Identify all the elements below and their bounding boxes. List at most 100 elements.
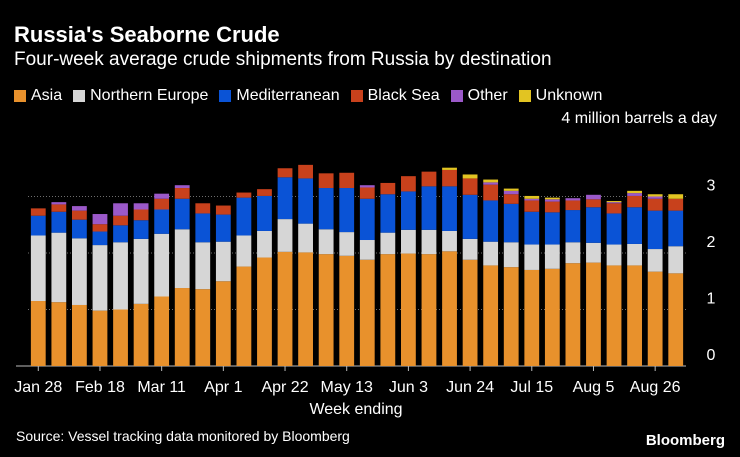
bar-segment-asia bbox=[421, 254, 437, 366]
x-tick-label: Jun 24 bbox=[446, 379, 494, 396]
bar-segment-asia bbox=[318, 254, 334, 366]
source-note: Source: Vessel tracking data monitored b… bbox=[16, 428, 350, 444]
bar-segment-unknown bbox=[627, 190, 642, 194]
x-tick-label: Jun 3 bbox=[389, 379, 428, 396]
bar-segment-black-sea bbox=[606, 203, 622, 214]
bar-segment-mediterranean bbox=[627, 207, 642, 244]
bar-segment-other bbox=[113, 203, 128, 216]
bar-segment-mediterranean bbox=[30, 215, 46, 236]
bar-stack bbox=[668, 194, 684, 366]
legend-label-northern-europe: Northern Europe bbox=[90, 87, 209, 104]
bar-segment-black-sea bbox=[627, 195, 642, 208]
x-axis-label: Week ending bbox=[309, 401, 402, 418]
bar-segment-northern-europe bbox=[113, 242, 128, 310]
legend-label-unknown: Unknown bbox=[535, 87, 603, 104]
bar-stack bbox=[627, 190, 642, 366]
bar-stack bbox=[565, 198, 581, 366]
bar-segment-asia bbox=[647, 271, 663, 366]
bar-segment-other bbox=[647, 196, 663, 199]
bar-segment-black-sea bbox=[257, 189, 272, 196]
bar-segment-mediterranean bbox=[544, 212, 560, 245]
bar-segment-other bbox=[524, 198, 540, 201]
bar-segment-northern-europe bbox=[359, 240, 375, 260]
x-tick-label: Aug 26 bbox=[630, 379, 681, 396]
bar-stack bbox=[503, 188, 519, 367]
bar-segment-northern-europe bbox=[72, 238, 87, 305]
legend-swatch-northern-europe bbox=[73, 90, 86, 102]
bar-segment-black-sea bbox=[544, 201, 560, 213]
bar-segment-northern-europe bbox=[380, 232, 396, 255]
bar-segment-other bbox=[359, 185, 375, 188]
bar-segment-mediterranean bbox=[72, 219, 87, 239]
bar-segment-black-sea bbox=[359, 187, 375, 199]
bar-segment-northern-europe bbox=[215, 241, 231, 282]
bar-segment-asia bbox=[92, 310, 108, 366]
bar-segment-northern-europe bbox=[257, 230, 272, 258]
bar-segment-unknown bbox=[544, 197, 560, 200]
bar-segment-other bbox=[72, 206, 87, 211]
bar-segment-black-sea bbox=[318, 173, 334, 189]
bar-stack bbox=[72, 206, 87, 366]
y-tick-label: 0 bbox=[707, 347, 716, 364]
bar-segment-other bbox=[503, 190, 519, 195]
bar-segment-black-sea bbox=[72, 210, 87, 220]
bar-segment-mediterranean bbox=[257, 195, 272, 231]
bar-segment-northern-europe bbox=[565, 242, 581, 264]
bar-segment-asia bbox=[586, 262, 601, 366]
bar-segment-asia bbox=[154, 296, 170, 366]
bar-segment-mediterranean bbox=[565, 210, 581, 243]
bar-segment-black-sea bbox=[503, 194, 519, 204]
bar-stack bbox=[647, 194, 663, 366]
bar-stack bbox=[51, 202, 67, 366]
y-tick-label: 3 bbox=[707, 178, 716, 195]
x-tick-label: Apr 22 bbox=[261, 379, 308, 396]
bar-segment-unknown bbox=[462, 174, 478, 179]
bar-stack bbox=[586, 194, 601, 366]
bar-stack bbox=[544, 197, 560, 366]
bar-segment-other bbox=[627, 193, 642, 196]
bar-segment-asia bbox=[503, 267, 519, 367]
legend-item-asia: Asia bbox=[14, 87, 62, 105]
bar-stack bbox=[154, 193, 170, 366]
bar-segment-black-sea bbox=[113, 215, 128, 226]
bar-segment-northern-europe bbox=[277, 219, 293, 252]
legend-swatch-unknown bbox=[518, 90, 531, 102]
bar-stack bbox=[215, 205, 231, 366]
bar-segment-black-sea bbox=[277, 168, 293, 178]
bar-segment-asia bbox=[298, 252, 313, 366]
bar-segment-mediterranean bbox=[339, 188, 355, 233]
bar-stack bbox=[30, 208, 46, 366]
bar-stack bbox=[421, 171, 437, 366]
bar-segment-northern-europe bbox=[668, 246, 684, 274]
bar-segment-northern-europe bbox=[133, 238, 149, 304]
bar-segment-other bbox=[154, 193, 170, 199]
bar-stack bbox=[442, 167, 457, 366]
bar-segment-unknown bbox=[524, 195, 540, 199]
bars-layer bbox=[30, 164, 684, 367]
bar-segment-other bbox=[565, 198, 581, 201]
chart-legend: Asia Northern Europe Mediterranean Black… bbox=[14, 87, 613, 105]
bar-stack bbox=[257, 189, 272, 366]
bar-segment-northern-europe bbox=[154, 233, 170, 297]
bar-segment-mediterranean bbox=[195, 213, 211, 243]
bar-segment-asia bbox=[257, 257, 272, 366]
bar-segment-unknown bbox=[483, 179, 499, 183]
bar-segment-other bbox=[51, 202, 67, 205]
bar-segment-black-sea bbox=[586, 199, 601, 208]
bar-segment-other bbox=[606, 202, 622, 204]
bar-segment-asia bbox=[133, 303, 149, 366]
bar-stack bbox=[113, 203, 128, 366]
y-tick-label: 2 bbox=[707, 234, 716, 251]
bar-segment-mediterranean bbox=[462, 194, 478, 239]
chart-subtitle: Four-week average crude shipments from R… bbox=[14, 49, 552, 70]
bar-segment-black-sea bbox=[92, 224, 108, 232]
legend-item-unknown: Unknown bbox=[518, 87, 603, 105]
legend-swatch-other bbox=[450, 90, 463, 102]
bar-segment-black-sea bbox=[195, 203, 211, 214]
bar-segment-asia bbox=[524, 269, 540, 366]
bar-segment-asia bbox=[359, 259, 375, 366]
bar-segment-other bbox=[92, 214, 108, 225]
x-tick-label: Aug 5 bbox=[573, 379, 615, 396]
bar-segment-northern-europe bbox=[544, 244, 560, 269]
bar-segment-asia bbox=[174, 288, 190, 366]
